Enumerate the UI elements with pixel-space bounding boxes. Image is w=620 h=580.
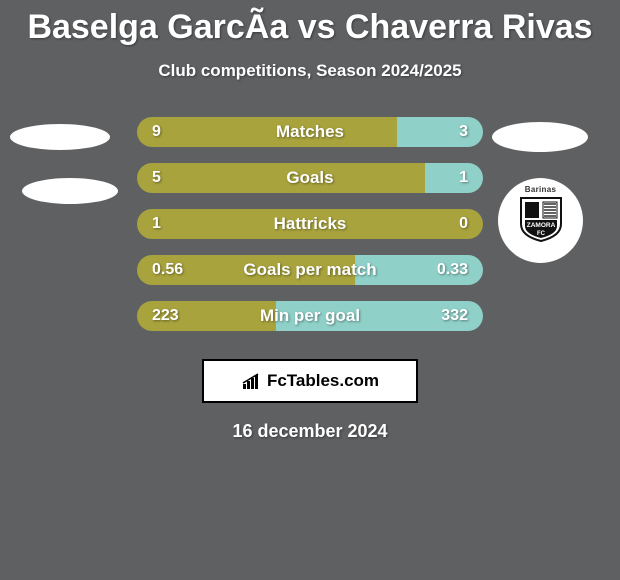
svg-text:FC: FC	[537, 231, 546, 237]
stat-value-right: 0.33	[437, 255, 468, 285]
team-right-badge-top-text: Barinas	[507, 185, 575, 194]
stat-label: Matches	[137, 117, 483, 147]
bar-chart-icon	[241, 372, 263, 390]
shield-icon: ZAMORA FC	[519, 196, 563, 242]
stat-value-right: 3	[459, 117, 468, 147]
team-left-logo-shape-2	[22, 178, 118, 204]
stat-value-right: 332	[441, 301, 468, 331]
team-right-badge-inner: Barinas ZAMORA FC	[507, 187, 575, 255]
stat-label: Goals	[137, 163, 483, 193]
team-right-badge-bottom-text: ZAMORA	[526, 222, 555, 229]
page-title: Baselga GarcÃ­a vs Chaverra Rivas	[0, 0, 620, 47]
stat-label: Hattricks	[137, 209, 483, 239]
infographic-container: Baselga GarcÃ­a vs Chaverra Rivas Club c…	[0, 0, 620, 580]
stat-label: Goals per match	[137, 255, 483, 285]
site-attribution-text: FcTables.com	[267, 371, 379, 391]
stat-value-right: 0	[459, 209, 468, 239]
team-right-logo-shape-1	[492, 122, 588, 152]
team-right-badge: Barinas ZAMORA FC	[498, 178, 583, 263]
stat-label: Min per goal	[137, 301, 483, 331]
date-text: 16 december 2024	[0, 421, 620, 442]
stat-row: 223Min per goal332	[0, 295, 620, 341]
subtitle: Club competitions, Season 2024/2025	[0, 61, 620, 81]
stat-value-right: 1	[459, 163, 468, 193]
site-attribution-badge: FcTables.com	[202, 359, 418, 403]
team-left-logo-shape-1	[10, 124, 110, 150]
